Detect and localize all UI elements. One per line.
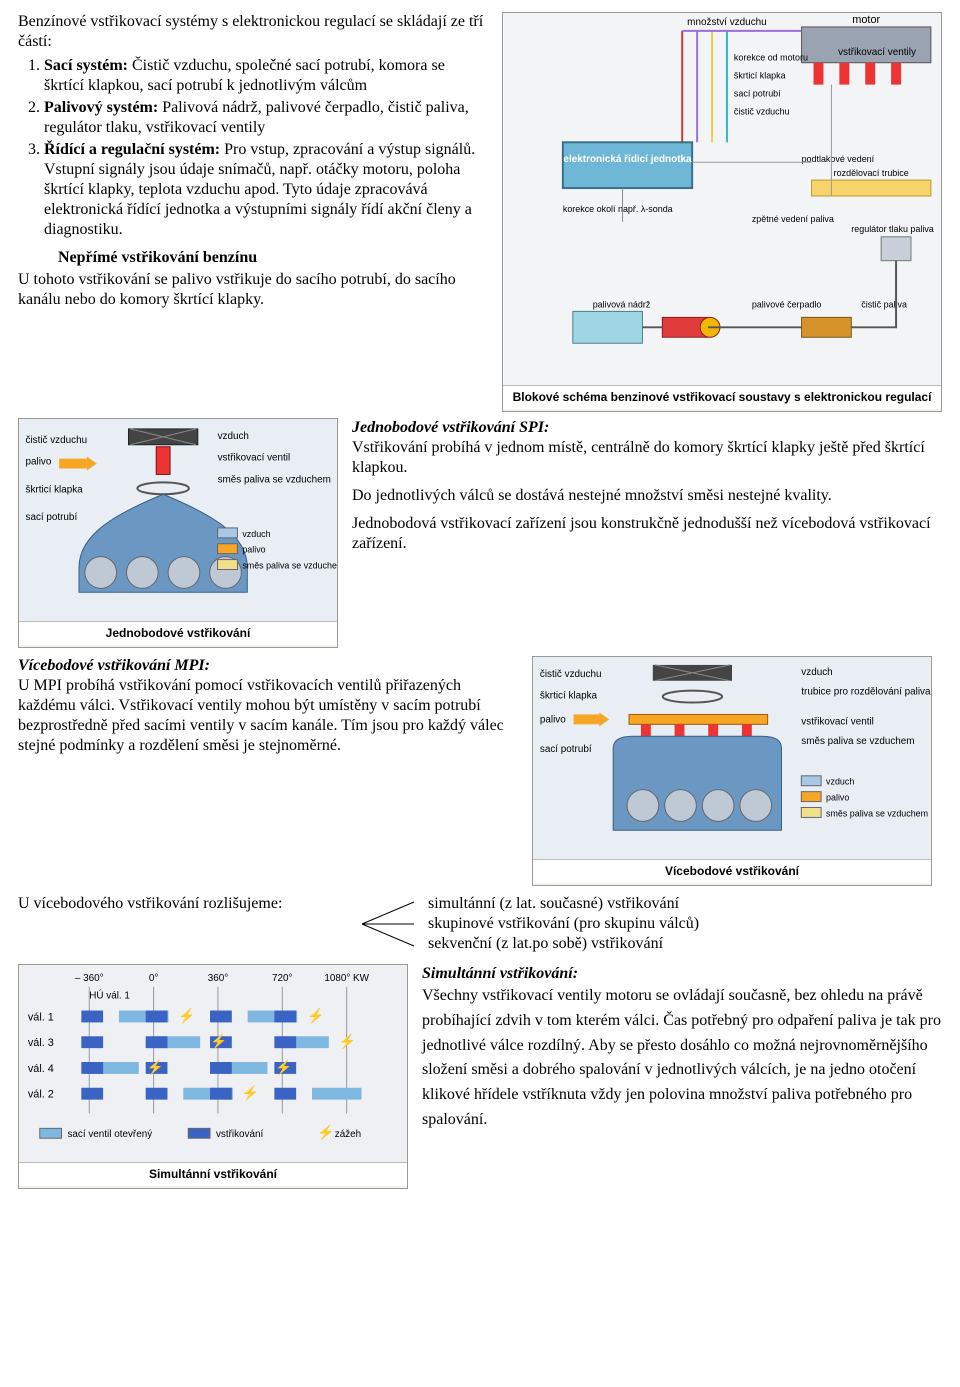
svg-text:vstřikovací ventil: vstřikovací ventil [801, 716, 874, 727]
svg-text:– 360°: – 360° [75, 973, 104, 984]
svg-text:korekce okolí např. λ-sonda: korekce okolí např. λ-sonda [563, 204, 673, 214]
svg-text:podtlakové vedení: podtlakové vedení [802, 154, 875, 164]
block-schema-caption: Blokové schéma benzinové vstřikovací sou… [503, 385, 941, 409]
svg-text:palivo: palivo [242, 545, 265, 555]
svg-text:vál. 2: vál. 2 [28, 1089, 54, 1101]
spi-p1: Vstřikování probíhá v jednom místě, cent… [352, 438, 942, 478]
svg-text:⚡: ⚡ [178, 1007, 195, 1024]
svg-text:vzduch: vzduch [826, 777, 854, 787]
system-label: Řídící a regulační systém: [44, 141, 220, 158]
svg-text:vstřikovací ventily: vstřikovací ventily [838, 47, 916, 58]
spi-p3: Jednobodová vstřikovací zařízení jsou ko… [352, 514, 942, 554]
svg-text:sací potrubí: sací potrubí [26, 512, 78, 523]
distinguish-item: skupinové vstřikování (pro skupinu válců… [428, 914, 942, 934]
svg-text:škrticí klapka: škrticí klapka [26, 484, 84, 495]
svg-text:360°: 360° [208, 973, 229, 984]
svg-text:vzduch: vzduch [218, 431, 249, 442]
svg-text:sací potrubí: sací potrubí [540, 744, 592, 755]
svg-text:⚡: ⚡ [317, 1124, 334, 1141]
svg-text:vzduch: vzduch [801, 667, 832, 678]
block-schema-svg: motor vstřikovací ventily množství vzduc… [503, 13, 941, 385]
svg-text:čistič vzduchu: čistič vzduchu [26, 435, 88, 446]
svg-text:720°: 720° [272, 973, 293, 984]
mpi-caption: Vícebodové vstřikování [533, 859, 931, 883]
simul-heading: Simultánní vstřikování: [422, 964, 942, 984]
svg-text:čistič vzduchu: čistič vzduchu [734, 106, 790, 116]
svg-text:vál. 4: vál. 4 [28, 1063, 54, 1075]
svg-text:HÚ vál. 1: HÚ vál. 1 [89, 991, 130, 1002]
svg-text:zážeh: zážeh [335, 1129, 361, 1140]
spi-heading: Jednobodové vstřikování SPI: [352, 418, 942, 438]
svg-text:trubice pro rozdělování paliva: trubice pro rozdělování paliva [801, 687, 931, 698]
svg-text:0°: 0° [149, 973, 159, 984]
distinguish-lead: U vícebodového vstřikování rozlišujeme: [18, 894, 348, 954]
svg-text:čistič paliva: čistič paliva [861, 299, 907, 309]
spi-caption: Jednobodové vstřikování [19, 621, 337, 645]
svg-text:vál. 3: vál. 3 [28, 1037, 54, 1049]
svg-text:směs paliva se vzduchem: směs paliva se vzduchem [826, 808, 928, 818]
svg-text:regulátor tlaku paliva: regulátor tlaku paliva [851, 224, 934, 234]
system-item: Palivový systém: Palivová nádrž, palivov… [44, 98, 488, 138]
svg-text:1080° KW: 1080° KW [324, 973, 369, 984]
svg-text:palivo: palivo [826, 793, 849, 803]
distinguish-item: simultánní (z lat. současné) vstřikování [428, 894, 942, 914]
svg-text:směs paliva se vzduchem: směs paliva se vzduchem [218, 474, 331, 485]
svg-text:⚡: ⚡ [307, 1007, 324, 1024]
timing-figure: – 360° 0° 360° 720° 1080° KW HÚ vál. 1 v… [18, 964, 408, 1189]
timing-caption: Simultánní vstřikování [19, 1162, 407, 1186]
system-label: Sací systém: [44, 57, 128, 74]
block-schema-figure: motor vstřikovací ventily množství vzduc… [502, 12, 942, 412]
mpi-figure: čistič vzduchu škrticí klapka palivo sac… [532, 656, 932, 886]
system-item: Řídící a regulační systém: Pro vstup, zp… [44, 140, 488, 240]
svg-text:vál. 1: vál. 1 [28, 1011, 54, 1023]
svg-text:palivová nádrž: palivová nádrž [593, 299, 651, 309]
mpi-text: U MPI probíhá vstřikování pomocí vstřiko… [18, 676, 518, 756]
svg-text:směs paliva se vzduchem: směs paliva se vzduchem [801, 736, 914, 747]
svg-text:⚡: ⚡ [147, 1059, 164, 1076]
spi-figure: čistič vzduchu palivo škrticí klapka sac… [18, 418, 338, 648]
indirect-heading: Nepřímé vstřikování benzínu [58, 248, 488, 268]
svg-text:⚡: ⚡ [210, 1033, 227, 1050]
svg-text:⚡: ⚡ [275, 1059, 292, 1076]
svg-text:sací ventil otevřený: sací ventil otevřený [67, 1129, 152, 1140]
distinguish-item: sekvenční (z lat.po sobě) vstřikování [428, 934, 942, 954]
svg-text:⚡: ⚡ [339, 1033, 356, 1050]
spi-p2: Do jednotlivých válců se dostává nestejn… [352, 486, 942, 506]
svg-text:zpětné vedení paliva: zpětné vedení paliva [752, 214, 834, 224]
svg-text:korekce od motoru: korekce od motoru [734, 53, 808, 63]
svg-text:sací potrubí: sací potrubí [734, 89, 781, 99]
svg-text:vzduch: vzduch [242, 529, 270, 539]
svg-text:směs paliva se vzduchem: směs paliva se vzduchem [242, 561, 337, 571]
svg-text:čistič vzduchu: čistič vzduchu [540, 669, 602, 680]
svg-text:palivo: palivo [26, 457, 52, 468]
svg-text:palivo: palivo [540, 714, 566, 725]
svg-text:škrticí klapka: škrticí klapka [540, 691, 598, 702]
svg-text:vstřikovací ventil: vstřikovací ventil [218, 453, 291, 464]
svg-text:motor: motor [852, 14, 880, 26]
svg-text:elektronická řídicí jednotka: elektronická řídicí jednotka [563, 154, 692, 165]
svg-text:škrticí klapka: škrticí klapka [734, 71, 786, 81]
svg-text:vstřikování: vstřikování [216, 1129, 264, 1140]
systems-list: Sací systém: Čistič vzduchu, společné sa… [18, 56, 488, 240]
svg-text:palivové čerpadlo: palivové čerpadlo [752, 299, 822, 309]
svg-text:množství vzduchu: množství vzduchu [687, 17, 767, 28]
svg-text:⚡: ⚡ [242, 1085, 259, 1102]
simul-text: Všechny vstřikovací ventily motoru se ov… [422, 984, 942, 1133]
mpi-heading: Vícebodové vstřikování MPI: [18, 656, 518, 676]
system-label: Palivový systém: [44, 99, 158, 116]
system-item: Sací systém: Čistič vzduchu, společné sa… [44, 56, 488, 96]
fan-lines-icon [358, 894, 418, 954]
svg-text:rozdělovací trubice: rozdělovací trubice [834, 168, 909, 178]
intro-text: Benzínové vstřikovací systémy s elektron… [18, 12, 488, 52]
indirect-text: U tohoto vstřikování se palivo vstřikuje… [18, 270, 488, 310]
